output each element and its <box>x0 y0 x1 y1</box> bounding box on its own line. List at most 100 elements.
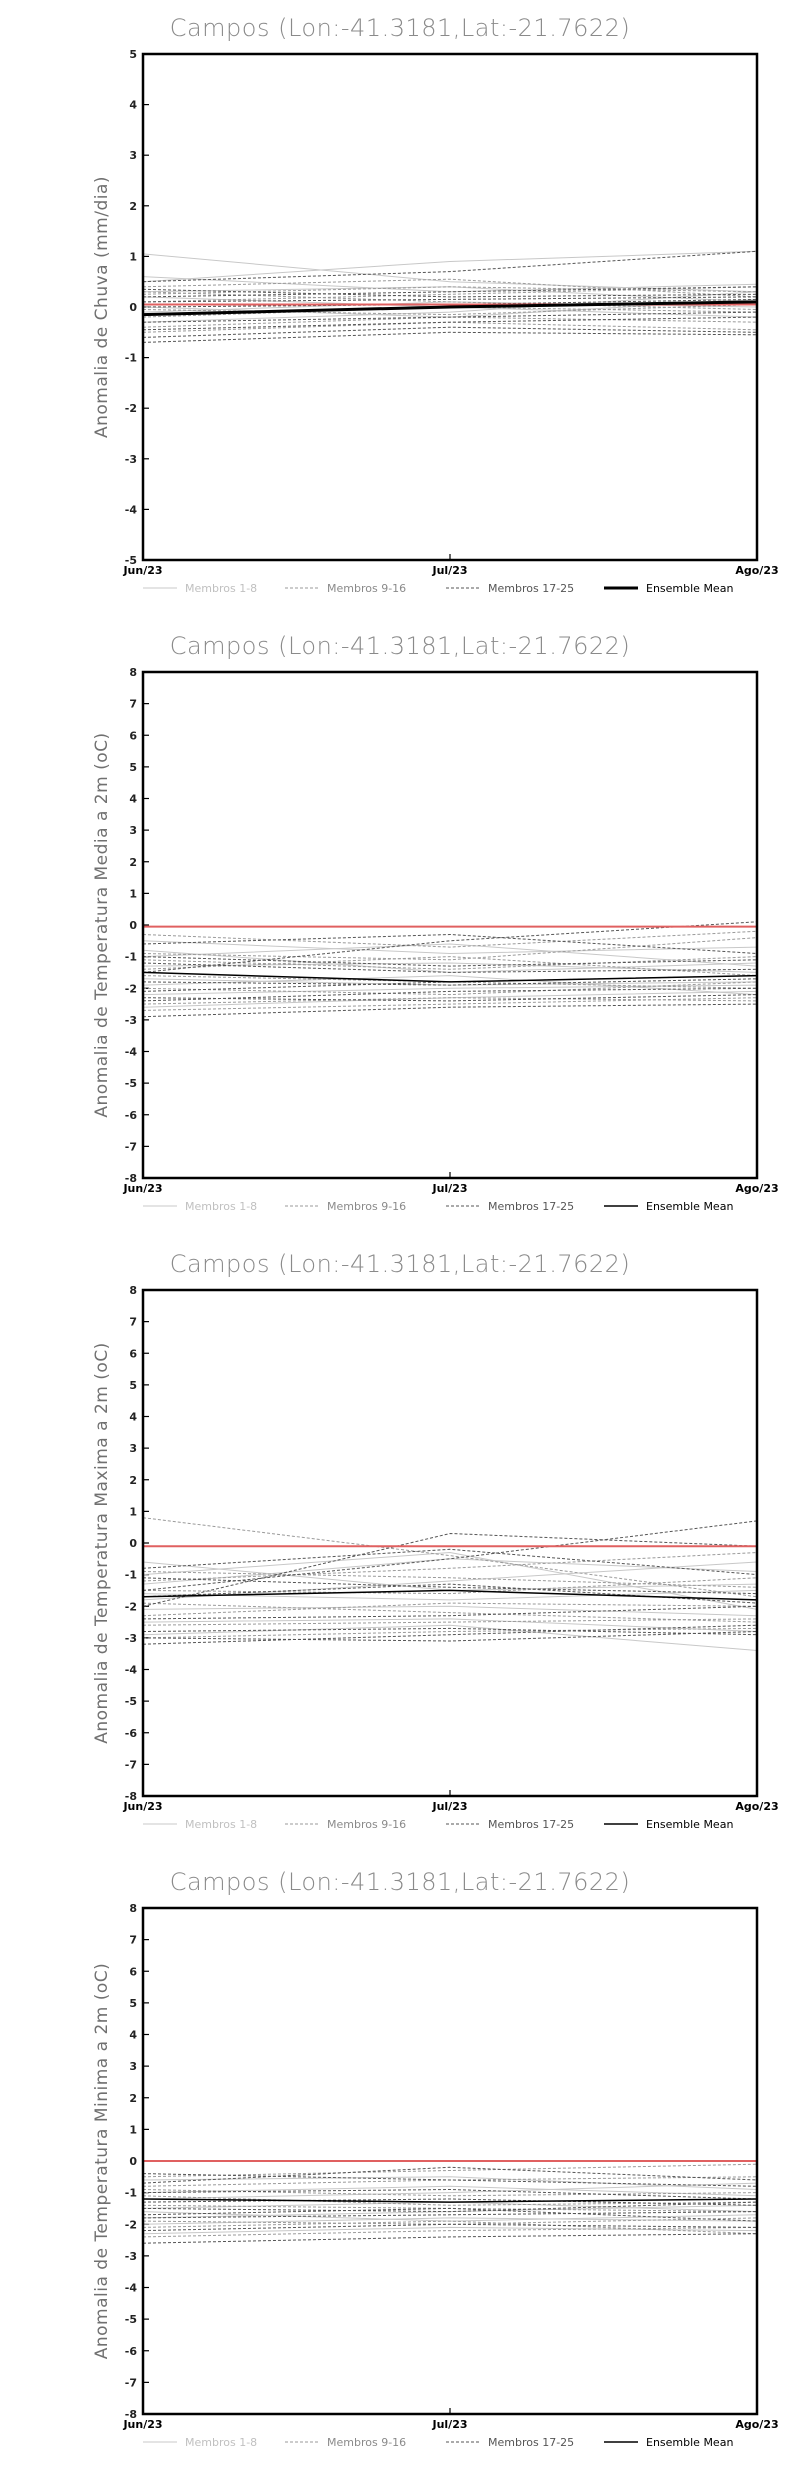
y-tick-label: 4 <box>129 2029 137 2042</box>
series-members-17-25 <box>142 921 758 973</box>
y-tick-label: 0 <box>129 919 137 932</box>
series-members-17-25 <box>142 994 758 1002</box>
series-members-17-25 <box>142 2173 758 2187</box>
chart-svg: -8 -7 -6 -5 -4 -3 -2 -1 0 1 2 3 4 5 6 7 8 Jun/23 Jul/23 Ago… <box>92 1284 779 1831</box>
x-tick-label: Jun/23 <box>122 2418 162 2431</box>
y-tick-label: -8 <box>125 2408 137 2421</box>
series-members-17-25 <box>142 978 758 986</box>
series-members-17-25 <box>142 2198 758 2206</box>
series-members-17-25 <box>142 286 758 298</box>
y-axis-label: Anomalia de Temperatura Maxima a 2m (oC) <box>92 1342 112 1744</box>
legend-label: Membros 17-25 <box>488 1818 574 1831</box>
y-tick-label: -5 <box>125 1077 137 1090</box>
series-members-17-25 <box>142 288 758 298</box>
y-tick-label: -6 <box>125 1727 138 1740</box>
x-tick-label: Jul/23 <box>431 1800 467 1813</box>
series-members-9-16 <box>142 1618 758 1626</box>
series-ensemble-mean <box>142 1589 758 1601</box>
y-tick-label: -2 <box>125 1600 137 1613</box>
y-tick-label: 1 <box>129 887 137 900</box>
y-tick-label: 5 <box>129 1379 137 1392</box>
series-members-1-8 <box>142 250 758 283</box>
legend-label: Membros 1-8 <box>185 582 257 595</box>
series-members-17-25 <box>142 316 758 331</box>
y-tick-label: 3 <box>129 2060 137 2073</box>
series-members-1-8 <box>142 2182 758 2200</box>
y-tick-label: 1 <box>129 1505 137 1518</box>
y-axis-label: Anomalia de Temperatura Minima a 2m (oC) <box>92 1963 112 2360</box>
series-members-9-16 <box>142 278 758 298</box>
series-members-9-16 <box>142 1602 758 1617</box>
series-members-17-25 <box>142 2201 758 2213</box>
legend-label: Membros 1-8 <box>185 2436 257 2449</box>
series-members-17-25 <box>142 331 758 343</box>
y-tick-label: 2 <box>129 856 137 869</box>
y-tick-label: 7 <box>129 1316 137 1329</box>
y-tick-label: -7 <box>125 1140 137 1153</box>
y-tick-label: -2 <box>125 2218 137 2231</box>
y-tick-label: -6 <box>125 2345 138 2358</box>
legend-label: Membros 9-16 <box>327 582 406 595</box>
y-tick-label: -3 <box>125 2250 137 2263</box>
y-tick-label: 3 <box>129 149 137 162</box>
chart-svg: -8 -7 -6 -5 -4 -3 -2 -1 0 1 2 3 4 5 6 7 8 Jun/23 Jul/23 Ago… <box>92 1902 779 2449</box>
y-tick-label: 4 <box>129 99 137 112</box>
y-tick-label: -3 <box>125 1014 137 1027</box>
chart-svg: -8 -7 -6 -5 -4 -3 -2 -1 0 1 2 3 4 5 6 7 8 Jun/23 Jul/23 Ago… <box>92 666 779 1213</box>
x-tick-label: Jun/23 <box>122 1800 162 1813</box>
legend-label: Ensemble Mean <box>646 1818 733 1831</box>
y-tick-label: 5 <box>129 48 137 61</box>
series-members-17-25 <box>142 2223 758 2232</box>
y-tick-label: 8 <box>129 1902 137 1915</box>
series-members-17-25 <box>142 1627 758 1636</box>
y-tick-label: 4 <box>129 793 137 806</box>
y-tick-label: 0 <box>129 1537 137 1550</box>
series-members-17-25 <box>142 1624 758 1645</box>
y-tick-label: -3 <box>125 453 137 466</box>
chart-panel: -8 -7 -6 -5 -4 -3 -2 -1 0 1 2 3 4 5 6 7 8 Jun/23 Jul/23 Ago… <box>0 1236 800 1854</box>
series-members-1-8 <box>142 2185 758 2197</box>
y-tick-label: 5 <box>129 1997 137 2010</box>
y-tick-label: 1 <box>129 2123 137 2136</box>
chart-title: Campos (Lon:-41.3181,Lat:-21.7622) <box>169 14 631 42</box>
y-tick-label: -5 <box>125 2313 137 2326</box>
y-tick-label: -1 <box>125 352 137 365</box>
chart-panel: -5 -4 -3 -2 -1 0 1 2 3 4 5 Jun/23 Jul/23 Ago/23 Anomal… <box>0 0 800 618</box>
legend-label: Membros 1-8 <box>185 1200 257 1213</box>
series-members-9-16 <box>142 1627 758 1639</box>
y-tick-label: 8 <box>129 1284 137 1297</box>
y-tick-label: -4 <box>125 2282 138 2295</box>
series-members-1-8 <box>142 1561 758 1601</box>
x-tick-label: Ago/23 <box>735 1800 778 1813</box>
y-tick-label: 0 <box>129 301 137 314</box>
series-members-17-25 <box>142 1003 758 1018</box>
legend-label: Membros 9-16 <box>327 1200 406 1213</box>
series-members-17-25 <box>142 1605 758 1620</box>
chart-title: Campos (Lon:-41.3181,Lat:-21.7622) <box>169 1250 631 1278</box>
series-members-1-8 <box>142 940 758 955</box>
series-members-17-25 <box>142 250 758 283</box>
x-tick-label: Ago/23 <box>735 2418 778 2431</box>
y-tick-label: -8 <box>125 1172 137 1185</box>
y-tick-label: -4 <box>125 1046 138 1059</box>
series-members-1-8 <box>142 1558 758 1585</box>
series-members-1-8 <box>142 2176 758 2190</box>
series-ensemble-mean <box>142 300 758 317</box>
x-tick-label: Jul/23 <box>431 2418 467 2431</box>
series-members-17-25 <box>142 1577 758 1595</box>
chart-title: Campos (Lon:-41.3181,Lat:-21.7622) <box>169 1868 631 1896</box>
y-tick-label: -4 <box>125 503 138 516</box>
series-members-17-25 <box>142 2188 758 2200</box>
series-members-1-8 <box>142 962 758 973</box>
y-tick-label: 6 <box>129 1965 137 1978</box>
series-members-17-25 <box>142 2211 758 2219</box>
y-tick-label: -7 <box>125 1758 137 1771</box>
y-tick-label: 5 <box>129 761 137 774</box>
series-members-9-16 <box>142 956 758 970</box>
y-tick-label: 1 <box>129 250 137 263</box>
x-tick-label: Jul/23 <box>431 1182 467 1195</box>
series-members-17-25 <box>142 2233 758 2244</box>
series-members-17-25 <box>142 962 758 973</box>
series-members-9-16 <box>142 286 758 303</box>
chart-panel: -8 -7 -6 -5 -4 -3 -2 -1 0 1 2 3 4 5 6 7 8 Jun/23 Jul/23 Ago… <box>0 618 800 1236</box>
